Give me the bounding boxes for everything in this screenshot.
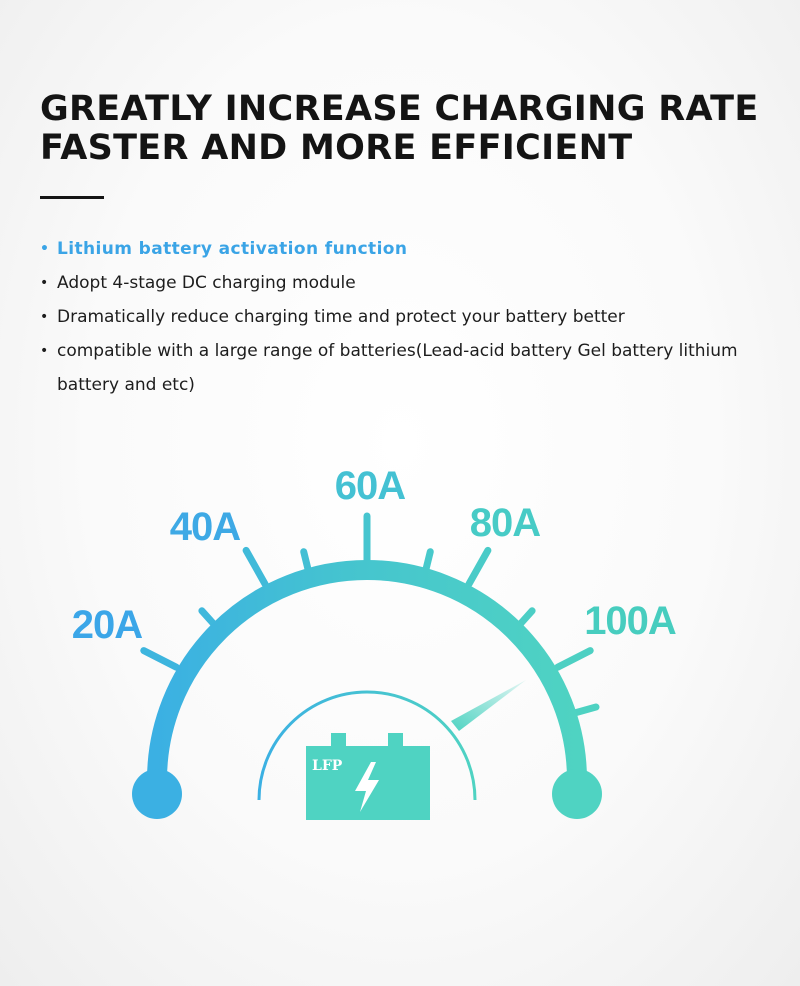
gauge-tick <box>140 647 180 671</box>
feature-item-compatibility: • compatible with a large range of batte… <box>40 334 770 402</box>
headline-line-1: GREATLY INCREASE CHARGING RATE <box>40 89 759 129</box>
feature-text: Dramatically reduce charging time and pr… <box>57 307 625 327</box>
feature-item-charging-module: • Adopt 4-stage DC charging module <box>40 266 770 300</box>
gauge-arc <box>147 560 587 790</box>
headline-line-2: FASTER AND MORE EFFICIENT <box>40 128 633 168</box>
gauge-tick <box>465 546 492 588</box>
gauge-tick <box>554 647 594 671</box>
charging-gauge: 20A 40A 60A 80A 100A LFP <box>72 464 677 820</box>
bullet-icon: • <box>40 241 50 257</box>
battery-icon: LFP <box>306 733 430 820</box>
gauge-label-60a: 60A <box>335 464 405 508</box>
feature-item-reduce-time: • Dramatically reduce charging time and … <box>40 300 770 334</box>
gauge-end-knob <box>552 769 602 819</box>
feature-text: Adopt 4-stage DC charging module <box>57 273 356 293</box>
battery-terminal-right <box>388 733 403 746</box>
bullet-icon: • <box>40 309 49 325</box>
gauge-label-80a: 80A <box>470 501 540 545</box>
battery-terminal-left <box>331 733 346 746</box>
feature-list: • Lithium battery activation function • … <box>40 232 770 402</box>
gauge-start-knob <box>132 769 182 819</box>
gauge-inner-arc <box>257 690 477 801</box>
bullet-icon: • <box>40 343 49 359</box>
gauge-label-100a: 100A <box>584 599 676 643</box>
feature-text: Lithium battery activation function <box>57 239 408 259</box>
headline: GREATLY INCREASE CHARGING RATE FASTER AN… <box>40 90 759 168</box>
gauge-label-40a: 40A <box>170 505 240 549</box>
gauge-tick <box>242 546 269 588</box>
gauge-needle <box>451 680 526 731</box>
lightning-bolt-icon <box>355 762 379 812</box>
gauge-label-20a: 20A <box>72 603 142 647</box>
battery-chemistry-label: LFP <box>312 758 343 774</box>
bullet-icon: • <box>40 275 49 291</box>
headline-divider <box>40 196 104 199</box>
feature-text: compatible with a large range of batteri… <box>57 341 738 395</box>
feature-item-activation: • Lithium battery activation function <box>40 232 770 266</box>
